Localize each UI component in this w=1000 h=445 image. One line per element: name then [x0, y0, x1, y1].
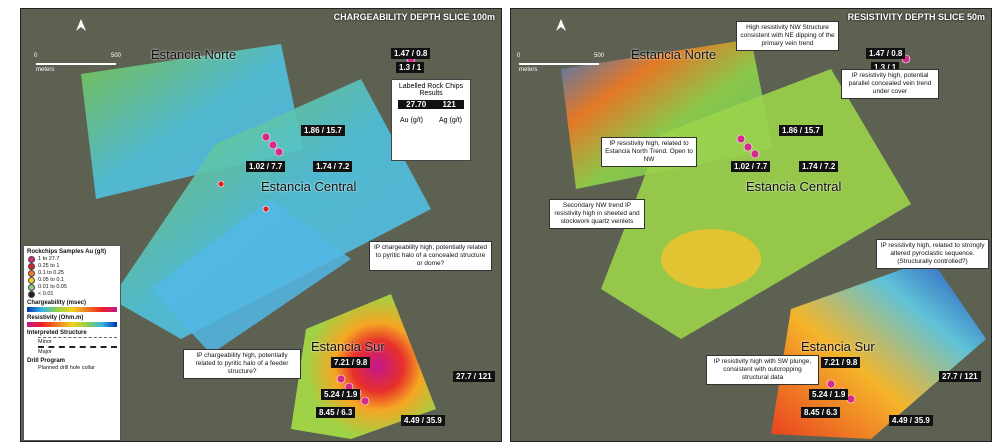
area-name: Estancia Central [746, 179, 842, 194]
legend-heading: Chargeability (msec) [27, 300, 87, 306]
annotation: IP resistivity high, related to strongly… [876, 239, 989, 270]
assay-label: 4.49 / 35.9 [401, 415, 445, 426]
legend-item: < 0.01 [28, 291, 117, 298]
rock-chip-values: 27.70 121 [398, 100, 464, 109]
legend-item: Minor [38, 337, 117, 345]
assay-label: 1.86 / 15.7 [779, 125, 823, 136]
assay-label: 1.02 / 7.7 [246, 161, 286, 172]
legend-swatch [28, 284, 35, 291]
map-title: CHARGEABILITY DEPTH SLICE 100m [333, 12, 495, 22]
scale-label: 0 [517, 53, 521, 59]
survey-south-west [151, 199, 351, 354]
annotation: High resistivity NW Structure consistent… [736, 21, 839, 52]
area-name: Estancia Norte [151, 47, 237, 62]
assay-label: 5.24 / 1.9 [321, 389, 361, 400]
north-arrow [76, 19, 86, 31]
legend-heading: Interpreted Structure [27, 330, 87, 336]
assay-label: 1.02 / 7.7 [731, 161, 771, 172]
assay-label: 4.49 / 35.9 [889, 415, 933, 426]
scale-label: meters [519, 67, 538, 73]
annotation: IP chargeability high, potentially relat… [183, 349, 301, 380]
legend-item: 0.25 to 1 [28, 263, 117, 270]
colorbar [27, 307, 117, 312]
legend-item: 1 to 27.7 [28, 256, 117, 263]
assay-label: 27.7 / 121 [453, 371, 495, 382]
annotation: Secondary NW trend IP resistivity high i… [549, 199, 645, 230]
assay-label: 5.24 / 1.9 [809, 389, 849, 400]
scale-label: 500 [111, 53, 122, 59]
legend-item: Major [38, 346, 117, 355]
area-name: Estancia Norte [631, 47, 717, 62]
area-name: Estancia Sur [801, 339, 875, 354]
assay-label: 1.74 / 7.2 [799, 161, 839, 172]
assay-label: 8.45 / 6.3 [801, 407, 841, 418]
assay-label: 8.45 / 6.3 [316, 407, 356, 418]
assay-label: 1.47 / 0.8 [391, 48, 431, 59]
au-value: 27.70 [406, 100, 427, 109]
ag-value: 121 [442, 100, 456, 109]
map-title: RESISTIVITY DEPTH SLICE 50m [847, 12, 985, 22]
north-arrow [556, 19, 566, 31]
legend-item: 0.05 to 0.1 [28, 277, 117, 284]
assay-label: 1.3 / 1 [871, 62, 900, 73]
annotation: IP resistivity high with SW plunge, cons… [706, 355, 819, 386]
legend-item: Planned drill hole collar [38, 365, 95, 371]
assay-label: 7.21 / 9.8 [331, 357, 371, 368]
assay-label: 1.3 / 1 [396, 62, 425, 73]
legend-item: 0.1 to 0.25 [28, 270, 117, 277]
ag-unit: Ag (g/t) [439, 117, 462, 124]
rock-chip-title: Labelled Rock Chips Results [398, 83, 464, 97]
scale-label: 500 [594, 53, 605, 59]
assay-label: 1.47 / 0.8 [866, 48, 906, 59]
legend-heading: Rockchips Samples Au (g/t) [27, 249, 107, 255]
legend-heading: Resistivity (Ohm.m) [27, 315, 84, 321]
annotation: IP chargeability high, potentially relat… [369, 241, 492, 272]
rock-chip-units: Au (g/t) Ag (g/t) [392, 117, 470, 124]
colorbar [27, 322, 117, 327]
legend-swatch [28, 263, 35, 270]
legend-swatch [28, 277, 35, 284]
scale-label: meters [36, 67, 55, 73]
assay-label: 1.74 / 7.2 [313, 161, 353, 172]
resistivity-map: RESISTIVITY DEPTH SLICE 50m Estancia Nort… [510, 8, 992, 442]
annotation: IP resistivity high, related to Estancia… [601, 137, 697, 168]
legend-swatch [28, 270, 35, 277]
assay-label: 1.86 / 15.7 [301, 125, 345, 136]
anomaly [661, 229, 761, 289]
scale-label: 0 [34, 53, 38, 59]
legend-swatch [28, 256, 35, 263]
legend-item: 0.01 to 0.05 [28, 284, 117, 291]
assay-label: 27.7 / 121 [939, 371, 981, 382]
legend-swatch [28, 291, 35, 298]
assay-label: 7.21 / 9.8 [821, 357, 861, 368]
area-name: Estancia Sur [311, 339, 385, 354]
annotation: IP resistivity high, potential parallel … [841, 69, 939, 100]
area-name: Estancia Central [261, 179, 357, 194]
map-layer [36, 19, 436, 439]
chargeability-map: CHARGEABILITY DEPTH SLICE 100m Estancia N… [20, 8, 502, 442]
rock-chip-key: Labelled Rock Chips Results 27.70 121 Au (g… [391, 79, 471, 161]
au-unit: Au (g/t) [400, 117, 423, 124]
legend-heading: Drill Program [27, 358, 66, 364]
legend: Rockchips Samples Au (g/t) 1 to 27.7 0.25 … [23, 245, 121, 441]
map-layer [519, 19, 986, 439]
